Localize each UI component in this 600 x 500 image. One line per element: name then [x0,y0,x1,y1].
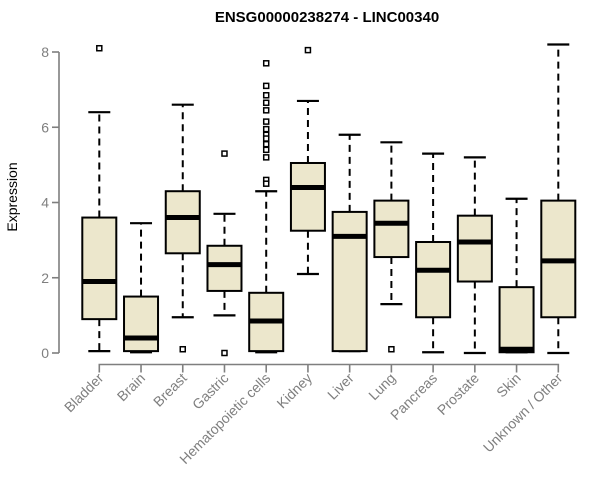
outlier-point [262,118,270,125]
x-category-label: Liver [324,370,357,403]
iqr-box [81,216,118,321]
outlier-point [262,92,270,99]
y-tick-label: 8 [41,44,49,60]
y-axis-label: Expression [4,162,20,231]
iqr-box [289,161,326,232]
outlier-point [262,99,270,107]
iqr-box [415,241,452,319]
x-category-label: Kidney [273,370,315,412]
outlier-point [179,345,187,353]
outlier-point [262,146,270,154]
outlier-point [96,44,103,52]
outlier-point [262,140,270,148]
y-tick-label: 0 [41,345,49,361]
x-category-label: Unknown / Other [480,370,566,456]
outlier-point [262,154,270,161]
x-category-label: Skin [493,370,524,401]
outlier-point [262,107,270,114]
x-category-label: Prostate [434,370,482,418]
outlier-point [221,349,228,357]
iqr-box [456,214,493,283]
x-category-label: Brain [114,370,148,404]
chart-title: ENSG00000238274 - LINC00340 [215,9,439,26]
outlier-point [262,82,270,90]
y-tick-label: 2 [41,270,49,286]
iqr-box [206,244,243,292]
iqr-box [331,210,368,353]
iqr-box [123,295,160,353]
x-category-label: Lung [365,370,398,403]
iqr-box [164,190,201,255]
outlier-point [262,60,270,67]
outlier-point [221,150,228,157]
x-category-label: Breast [150,370,190,410]
x-category-label: Bladder [61,370,107,416]
outlier-point [262,180,270,187]
y-tick-label: 4 [41,195,49,211]
outlier-point [262,125,270,133]
outlier-point [388,345,395,353]
iqr-box [373,199,410,259]
y-tick-label: 6 [41,119,49,135]
outlier-point [304,46,312,54]
iqr-box [498,286,535,354]
outlier-point [262,135,270,142]
